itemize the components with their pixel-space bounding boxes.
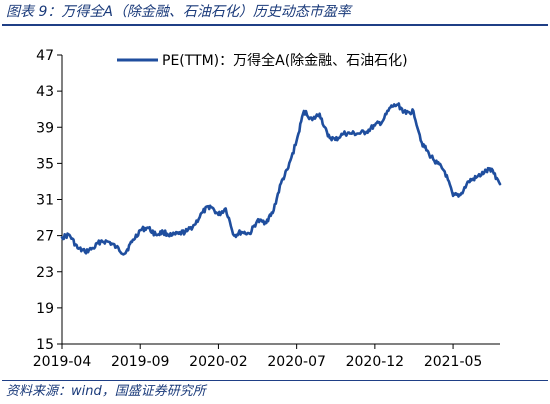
x-tick-label: 2020-12 <box>346 354 405 370</box>
y-tick-label: 43 <box>36 84 54 100</box>
pe-line-chart: 15 19 23 27 31 35 39 43 47 2019-04 2019-09 2020-02 2… <box>33 48 502 370</box>
y-tick-label: 31 <box>36 193 54 209</box>
source-note: 资料来源：wind，国盛证券研究所 <box>6 384 206 399</box>
x-tick-label: 2019-09 <box>111 354 170 370</box>
y-tick-label: 27 <box>36 229 54 245</box>
figure-title: 图表 9：万得全A（除金融、石油石化）历史动态市盈率 <box>6 4 351 20</box>
title-divider <box>2 24 548 26</box>
x-tick-label: 2021-05 <box>424 354 483 370</box>
legend-label: PE(TTM)：万得全A(除金融、石油石化) <box>162 52 408 69</box>
chart-axes: 15 19 23 27 31 35 39 43 47 2019-04 2019-09 2020-02 2… <box>33 48 500 370</box>
y-tick-label: 15 <box>36 337 54 353</box>
x-tick-label: 2019-04 <box>33 354 92 370</box>
y-tick-label: 39 <box>36 120 54 136</box>
y-tick-label: 23 <box>36 265 54 281</box>
series-layer <box>60 102 502 256</box>
y-tick-label: 47 <box>36 48 54 64</box>
x-tick-label: 2020-02 <box>189 354 248 370</box>
y-tick-label: 19 <box>36 301 54 317</box>
y-tick-label: 35 <box>36 156 54 172</box>
chart-legend: PE(TTM)：万得全A(除金融、石油石化) <box>117 52 408 69</box>
series-line-0 <box>60 102 502 256</box>
source-divider <box>2 380 548 381</box>
x-tick-label: 2020-07 <box>267 354 326 370</box>
